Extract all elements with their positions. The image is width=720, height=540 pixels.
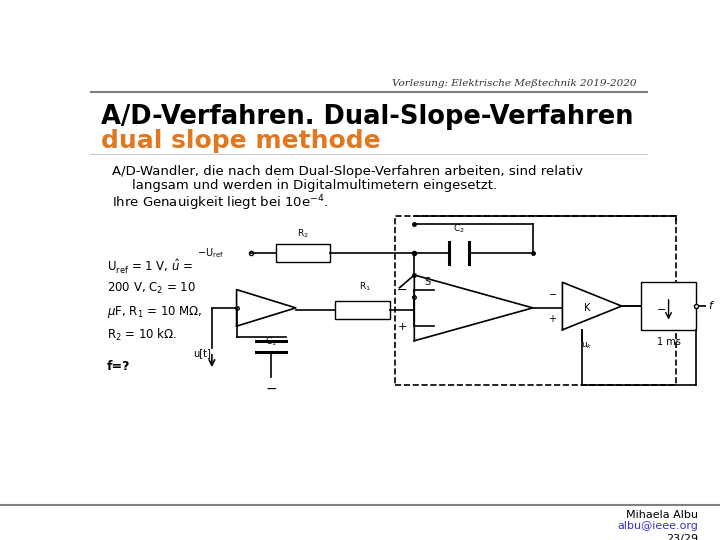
- Text: R$_1$: R$_1$: [359, 281, 371, 293]
- Bar: [336, 301, 390, 319]
- Text: $-$: $-$: [396, 283, 407, 296]
- Text: R$_2$: R$_2$: [297, 228, 309, 240]
- Text: $-$: $-$: [549, 288, 557, 298]
- Bar: [395, 217, 676, 384]
- Text: 200 V, C$_2$ = 10: 200 V, C$_2$ = 10: [107, 281, 196, 296]
- Text: 1 ms: 1 ms: [657, 337, 680, 347]
- Text: Ihre Genauigkeit liegt bei 10e$^{-4}$.: Ihre Genauigkeit liegt bei 10e$^{-4}$.: [112, 194, 328, 213]
- Text: langsam und werden in Digitalmultimetern eingesetzt.: langsam und werden in Digitalmultimetern…: [132, 179, 497, 192]
- Text: $\mu$F, R$_1$ = 10 M$\Omega$,: $\mu$F, R$_1$ = 10 M$\Omega$,: [107, 304, 202, 320]
- Text: $+$: $+$: [397, 321, 407, 332]
- Text: u$_k$: u$_k$: [581, 341, 593, 352]
- Text: A/D-Wandler, die nach dem Dual-Slope-Verfahren arbeiten, sind relativ: A/D-Wandler, die nach dem Dual-Slope-Ver…: [112, 165, 583, 178]
- Text: A/D-Verfahren. Dual-Slope-Verfahren: A/D-Verfahren. Dual-Slope-Verfahren: [101, 104, 634, 130]
- Text: K: K: [584, 303, 590, 313]
- Text: Vorlesung: Elektrische Meßtechnik 2019-2020: Vorlesung: Elektrische Meßtechnik 2019-2…: [392, 79, 637, 89]
- Text: $-$: $-$: [656, 303, 666, 313]
- Text: R$_2$ = 10 k$\Omega$.: R$_2$ = 10 k$\Omega$.: [107, 327, 177, 343]
- Text: u[t]: u[t]: [193, 348, 211, 358]
- Text: f: f: [708, 301, 712, 311]
- Text: dual slope methode: dual slope methode: [101, 129, 381, 153]
- Text: 23/29: 23/29: [666, 534, 698, 540]
- Text: $-$U$_{\rm ref}$: $-$U$_{\rm ref}$: [197, 246, 224, 260]
- Text: $-$: $-$: [265, 381, 277, 395]
- Text: $+$: $+$: [549, 313, 557, 325]
- Text: C$_1$: C$_1$: [265, 335, 277, 348]
- Text: f=?: f=?: [107, 360, 130, 373]
- Text: Mihaela Albu: Mihaela Albu: [626, 510, 698, 520]
- Bar: [276, 244, 330, 262]
- Text: U$_{\rm ref}$ = 1 V, $\hat{u}$ =: U$_{\rm ref}$ = 1 V, $\hat{u}$ =: [107, 258, 193, 276]
- Text: S: S: [424, 278, 431, 287]
- Bar: [642, 282, 696, 330]
- Text: albu@ieee.org: albu@ieee.org: [618, 521, 698, 531]
- Text: C$_2$: C$_2$: [453, 222, 464, 235]
